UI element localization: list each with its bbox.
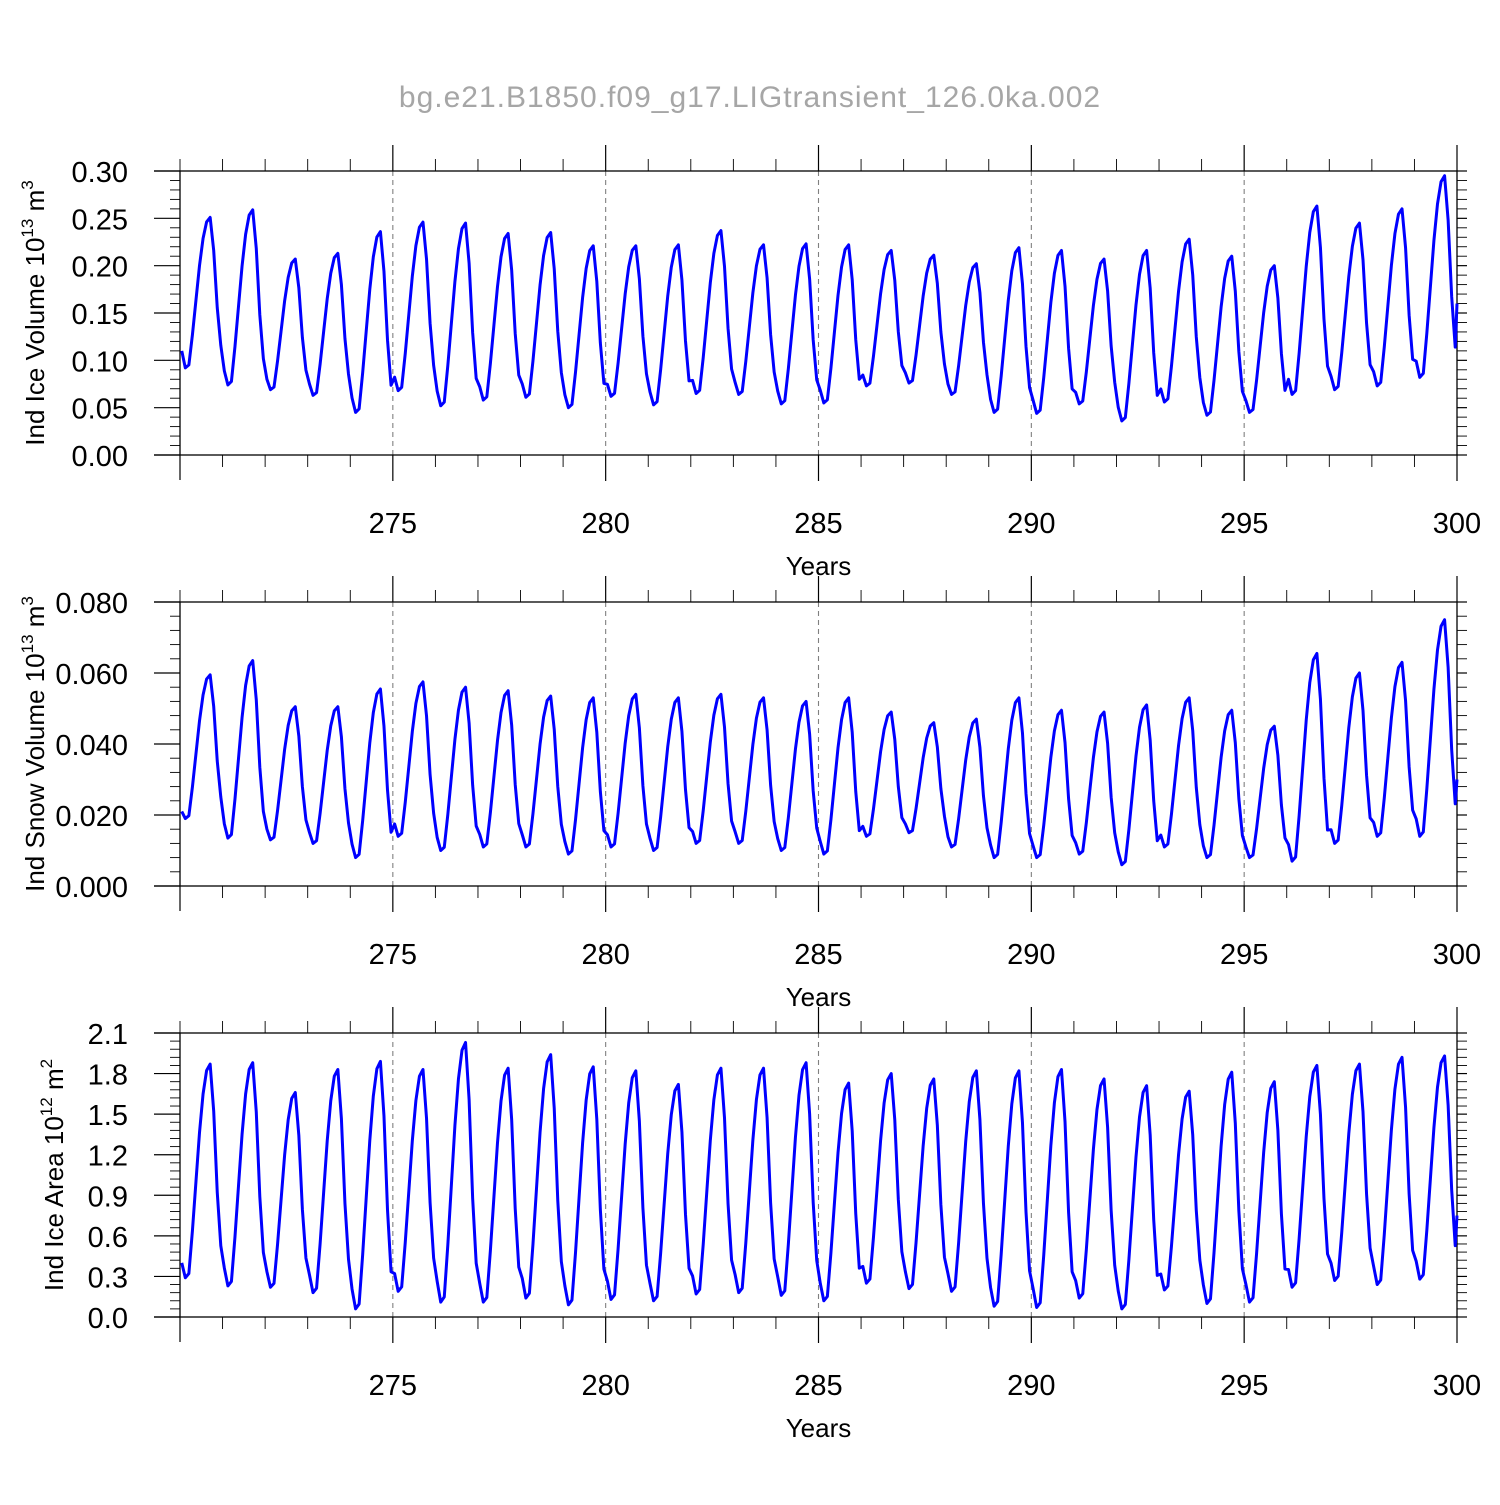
chart-panel-1: 275 280 285 290 295 300 0.00 0.05 0.10 0.15 0.20 0.… [18,145,1481,581]
x-tick-label-290: 290 [1007,939,1055,971]
y-tick-label: 0.30 [72,157,128,189]
x-tick-label-300: 300 [1433,939,1481,971]
y-tick-label: 0.000 [55,872,128,904]
x-tick-label-300: 300 [1433,508,1481,540]
x-tick-label-280: 280 [581,508,629,540]
y-axis-label: Ind Ice Area 1012 m2 [37,1059,69,1291]
figure-title: bg.e21.B1850.f09_g17.LIGtransient_126.0k… [399,81,1101,114]
chart-panel-2: 275 280 285 290 295 300 0.000 0.020 0.040 0.060 0.… [18,576,1481,1012]
y-tick-label: 0.05 [72,394,128,426]
x-tick-label-275: 275 [369,1370,417,1402]
y-tick-label: 2.1 [88,1019,128,1051]
y-tick-label: 0.040 [55,730,128,762]
x-tick-label-290: 290 [1007,508,1055,540]
y-tick-label: 1.8 [88,1060,128,1092]
x-tick-label-295: 295 [1220,508,1268,540]
x-tick-label-290: 290 [1007,1370,1055,1402]
x-tick-label-295: 295 [1220,939,1268,971]
y-tick-label: 0.3 [88,1262,128,1294]
y-tick-label: 0.080 [55,588,128,620]
x-tick-label-285: 285 [794,1370,842,1402]
y-tick-label: 0.6 [88,1222,128,1254]
y-tick-label: 0.15 [72,299,128,331]
y-tick-label: 0.9 [88,1181,128,1213]
x-tick-label-295: 295 [1220,1370,1268,1402]
y-tick-label: 0.10 [72,346,128,378]
y-axis-label: Ind Ice Volume 1013 m3 [18,180,50,445]
series-line-1 [180,1040,1459,1311]
y-tick-label: 0.00 [72,441,128,473]
y-tick-label: 1.5 [88,1100,128,1132]
x-tick-label-275: 275 [369,508,417,540]
x-tick-label-280: 280 [581,1370,629,1402]
y-tick-label: 0.060 [55,659,128,691]
y-tick-label: 0.0 [88,1303,128,1335]
y-tick-label: 0.20 [72,252,128,284]
x-axis-label: Years [786,1413,852,1443]
x-tick-label-275: 275 [369,939,417,971]
x-tick-label-285: 285 [794,508,842,540]
y-axis-label: Ind Snow Volume 1013 m3 [18,596,50,892]
plot-frame [179,601,1458,887]
y-tick-label: 1.2 [88,1141,128,1173]
chart-panel-3: 275 280 285 290 295 300 0.0 0.3 0.6 0.9 1.2 1.5 1.8 2… [37,1007,1481,1443]
x-tick-label-300: 300 [1433,1370,1481,1402]
series-line-1 [180,618,1459,867]
series-line-1 [180,174,1459,423]
x-tick-label-285: 285 [794,939,842,971]
y-tick-label: 0.020 [55,801,128,833]
plot-frame [179,170,1458,456]
x-tick-label-280: 280 [581,939,629,971]
y-tick-label: 0.25 [72,204,128,236]
